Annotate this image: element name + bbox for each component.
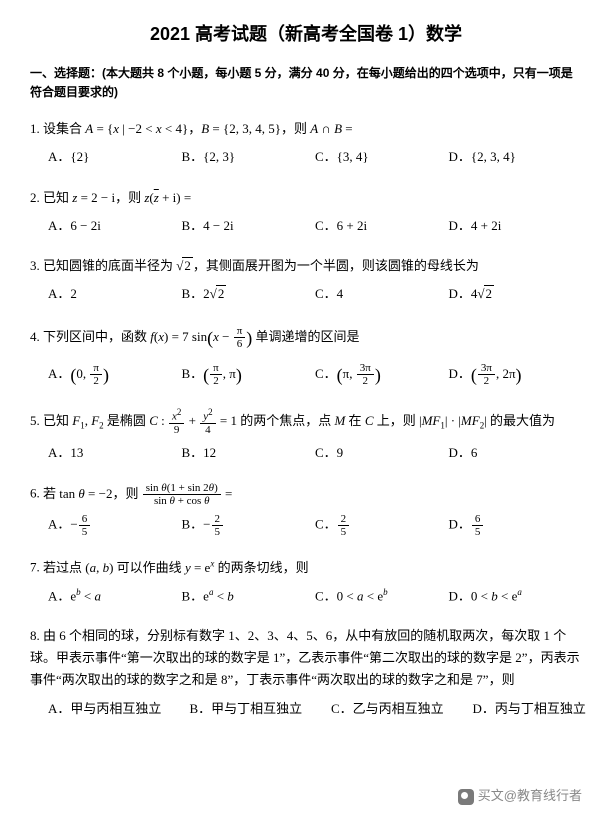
q-stem: 已知 z = 2 − i，则 z(z + i) =: [43, 190, 191, 205]
q-stem: 已知圆锥的底面半径为 2，其侧面展开图为一个半圆，则该圆锥的母线长为: [43, 258, 479, 273]
option-b: B．22: [182, 283, 316, 305]
question-4: 4. 下列区间中，函数 f(x) = 7 sin(x − π6) 单调递增的区间…: [30, 323, 582, 390]
option-d: D．0 < b < ea: [449, 585, 583, 607]
page-title: 2021 高考试题（新高考全国卷 1）数学: [30, 20, 582, 46]
option-c: C．25: [315, 513, 449, 538]
q-stem: 若过点 (a, b) 可以作曲线 y = ex 的两条切线，则: [43, 560, 309, 575]
option-a: A．{2}: [48, 146, 182, 168]
option-c: C．6 + 2i: [315, 215, 449, 237]
q-number: 3.: [30, 258, 40, 273]
option-b: B．甲与丁相互独立: [190, 698, 324, 720]
question-7: 7. 若过点 (a, b) 可以作曲线 y = ex 的两条切线，则 A．eb …: [30, 556, 582, 607]
q-number: 8.: [30, 628, 40, 643]
q-number: 1.: [30, 121, 40, 136]
q-stem: 已知 F1, F2 是椭圆 C : x29 + y24 = 1 的两个焦点，点 …: [43, 413, 555, 428]
option-c: C．0 < a < eb: [315, 585, 449, 607]
option-a: A．eb < a: [48, 585, 182, 607]
section-instructions: 一、选择题：(本大题共 8 个小题，每小题 5 分，满分 40 分，在每小题给出…: [30, 64, 582, 102]
option-d: D．{2, 3, 4}: [449, 146, 583, 168]
option-d: D．4 + 2i: [449, 215, 583, 237]
options: A．(0, π2) B．(π2, π) C．(π, 3π2) D．(3π2, 2…: [30, 360, 582, 391]
option-b: B．{2, 3}: [182, 146, 316, 168]
option-b: B．12: [182, 442, 316, 464]
q-stem: 下列区间中，函数 f(x) = 7 sin(x − π6) 单调递增的区间是: [43, 329, 360, 344]
option-b: B．(π2, π): [182, 360, 316, 391]
option-d: D．(3π2, 2π): [449, 360, 583, 391]
wechat-icon: [458, 789, 474, 805]
question-5: 5. 已知 F1, F2 是椭圆 C : x29 + y24 = 1 的两个焦点…: [30, 408, 582, 464]
option-c: C．9: [315, 442, 449, 464]
option-d: D．6: [449, 442, 583, 464]
options: A．甲与丙相互独立 B．甲与丁相互独立 C．乙与丙相互独立 D．丙与丁相互独立: [30, 698, 582, 720]
watermark-text: 买文@教育线行者: [478, 788, 582, 803]
option-c: C．(π, 3π2): [315, 360, 449, 391]
option-c: C．4: [315, 283, 449, 305]
option-a: A．6 − 2i: [48, 215, 182, 237]
option-c: C．乙与丙相互独立: [331, 698, 465, 720]
option-a: A．−65: [48, 513, 182, 538]
option-d: D．42: [449, 283, 583, 305]
question-1: 1. 设集合 A = {x | −2 < x < 4}，B = {2, 3, 4…: [30, 118, 582, 168]
options: A．6 − 2i B．4 − 2i C．6 + 2i D．4 + 2i: [30, 215, 582, 237]
q-number: 2.: [30, 190, 40, 205]
watermark: 买文@教育线行者: [458, 785, 582, 805]
q-number: 6.: [30, 486, 40, 501]
option-d: D．65: [449, 513, 583, 538]
option-b: B．−25: [182, 513, 316, 538]
q-number: 5.: [30, 413, 40, 428]
options: A．−65 B．−25 C．25 D．65: [30, 513, 582, 538]
question-8: 8. 由 6 个相同的球，分别标有数字 1、2、3、4、5、6，从中有放回的随机…: [30, 625, 582, 719]
option-a: A．13: [48, 442, 182, 464]
option-a: A．2: [48, 283, 182, 305]
question-3: 3. 已知圆锥的底面半径为 2，其侧面展开图为一个半圆，则该圆锥的母线长为 A．…: [30, 255, 582, 305]
options: A．2 B．22 C．4 D．42: [30, 283, 582, 305]
question-2: 2. 已知 z = 2 − i，则 z(z + i) = A．6 − 2i B．…: [30, 187, 582, 237]
question-6: 6. 若 tan θ = −2，则 sin θ(1 + sin 2θ)sin θ…: [30, 482, 582, 538]
option-b: B．ea < b: [182, 585, 316, 607]
option-c: C．{3, 4}: [315, 146, 449, 168]
option-d: D．丙与丁相互独立: [473, 698, 607, 720]
q-stem: 设集合 A = {x | −2 < x < 4}，B = {2, 3, 4, 5…: [43, 121, 353, 136]
q-number: 7.: [30, 560, 40, 575]
q-number: 4.: [30, 329, 40, 344]
option-a: A．甲与丙相互独立: [48, 698, 182, 720]
options: A．{2} B．{2, 3} C．{3, 4} D．{2, 3, 4}: [30, 146, 582, 168]
q-stem: 若 tan θ = −2，则 sin θ(1 + sin 2θ)sin θ + …: [43, 486, 232, 501]
option-b: B．4 − 2i: [182, 215, 316, 237]
option-a: A．(0, π2): [48, 360, 182, 391]
options: A．13 B．12 C．9 D．6: [30, 442, 582, 464]
options: A．eb < a B．ea < b C．0 < a < eb D．0 < b <…: [30, 585, 582, 607]
q-stem: 由 6 个相同的球，分别标有数字 1、2、3、4、5、6，从中有放回的随机取两次…: [30, 628, 580, 687]
